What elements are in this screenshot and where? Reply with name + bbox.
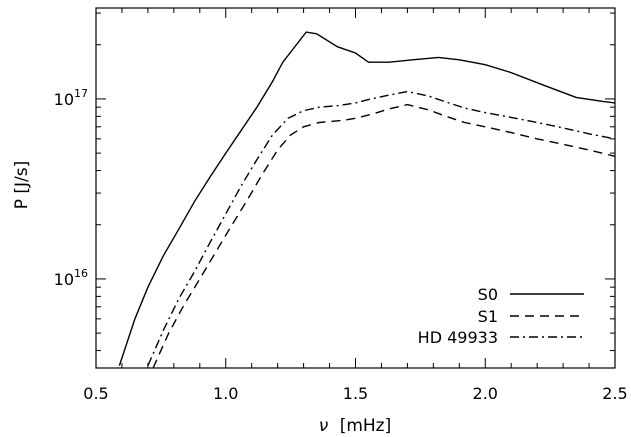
series-line-s0 xyxy=(118,31,615,366)
plot-border xyxy=(95,7,616,369)
legend-label: S0 xyxy=(478,285,498,304)
x-tick-label: 1.0 xyxy=(213,384,238,403)
legend-label: S1 xyxy=(478,307,498,326)
series-lines xyxy=(118,31,615,368)
x-axis-title: ν [mHz] xyxy=(319,416,391,436)
y-tick-base: 10 xyxy=(54,90,74,109)
x-axis-unit: [mHz] xyxy=(340,416,392,436)
y-axis-title: P [J/s] xyxy=(12,161,32,210)
x-tick-label: 1.5 xyxy=(343,384,368,403)
x-axis-symbol: ν xyxy=(319,416,329,436)
legend-label: HD 49933 xyxy=(418,328,498,347)
series-line-s1 xyxy=(152,103,615,368)
series-line-hd-49933 xyxy=(147,90,615,366)
y-tick-exponent: 17 xyxy=(74,87,88,100)
x-tick-label: 2.5 xyxy=(602,384,627,403)
y-tick-label: 1017 xyxy=(54,87,88,109)
plot-frame xyxy=(95,7,616,369)
axis-ticks xyxy=(95,8,616,368)
x-tick-label: 2.0 xyxy=(473,384,498,403)
y-tick-exponent: 16 xyxy=(74,267,88,280)
x-tick-label: 0.5 xyxy=(83,384,108,403)
y-tick-label: 1016 xyxy=(54,267,88,289)
legend: S0 S1 HD 49933 xyxy=(418,285,584,347)
y-tick-base: 10 xyxy=(54,270,74,289)
